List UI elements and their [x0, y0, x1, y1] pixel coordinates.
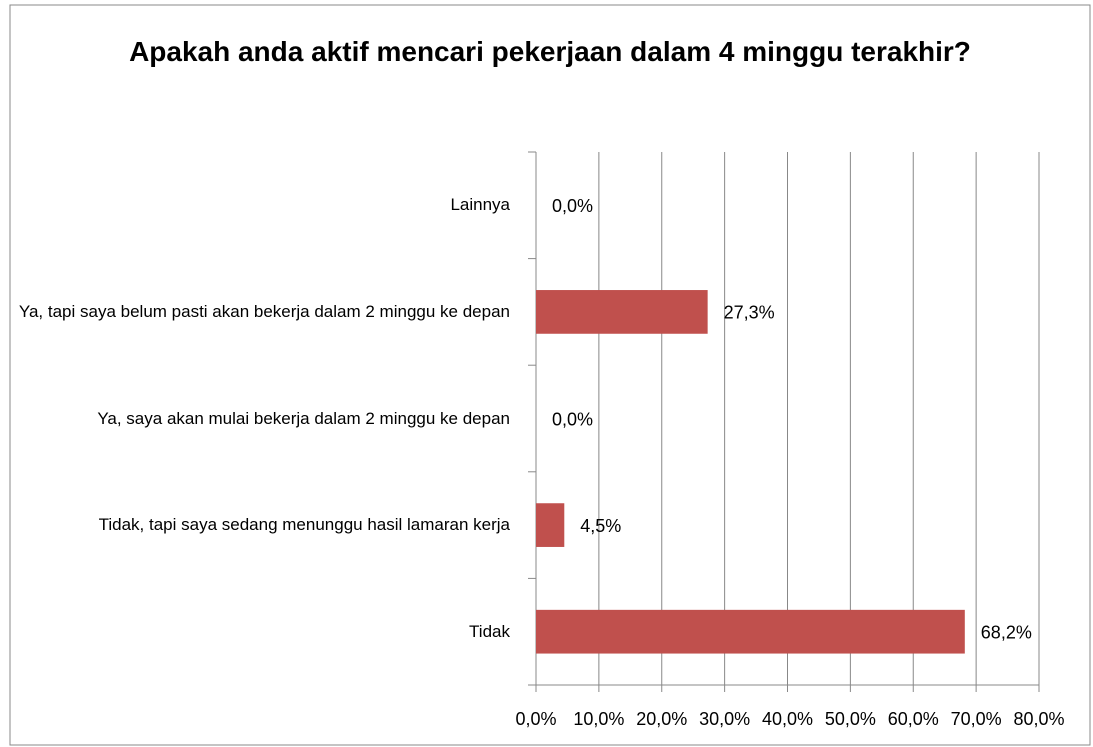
x-tick-label: 70,0%: [951, 709, 1002, 729]
data-label: 68,2%: [981, 622, 1032, 642]
y-tick-label: Ya, tapi saya belum pasti akan bekerja d…: [15, 297, 510, 327]
data-label: 0,0%: [552, 409, 593, 429]
x-tick-label: 20,0%: [636, 709, 687, 729]
y-tick-label-text: Tidak, tapi saya sedang menunggu hasil l…: [98, 515, 510, 535]
x-tick-label: 80,0%: [1013, 709, 1064, 729]
y-tick-label: Lainnya: [15, 190, 510, 220]
y-tick-label-text: Lainnya: [450, 195, 510, 215]
x-tick-label: 40,0%: [762, 709, 813, 729]
bar: [536, 609, 965, 654]
data-label: 0,0%: [552, 196, 593, 216]
x-tick-label: 0,0%: [515, 709, 556, 729]
x-tick-label: 50,0%: [825, 709, 876, 729]
bar: [536, 290, 708, 334]
y-tick-label: Tidak: [15, 617, 510, 647]
chart-title: Apakah anda aktif mencari pekerjaan dala…: [129, 36, 971, 67]
x-tick-label: 10,0%: [573, 709, 624, 729]
data-label: 27,3%: [724, 303, 775, 323]
bar: [536, 503, 565, 547]
y-tick-label-text: Ya, tapi saya belum pasti akan bekerja d…: [18, 301, 510, 321]
x-tick-label: 30,0%: [699, 709, 750, 729]
y-tick-label: Ya, saya akan mulai bekerja dalam 2 ming…: [15, 404, 510, 434]
data-label: 4,5%: [580, 516, 621, 536]
x-tick-label: 60,0%: [888, 709, 939, 729]
y-tick-label-text: Ya, saya akan mulai bekerja dalam 2 ming…: [97, 408, 510, 428]
y-tick-label: Tidak, tapi saya sedang menunggu hasil l…: [15, 510, 510, 540]
y-tick-label-text: Tidak: [469, 621, 510, 641]
